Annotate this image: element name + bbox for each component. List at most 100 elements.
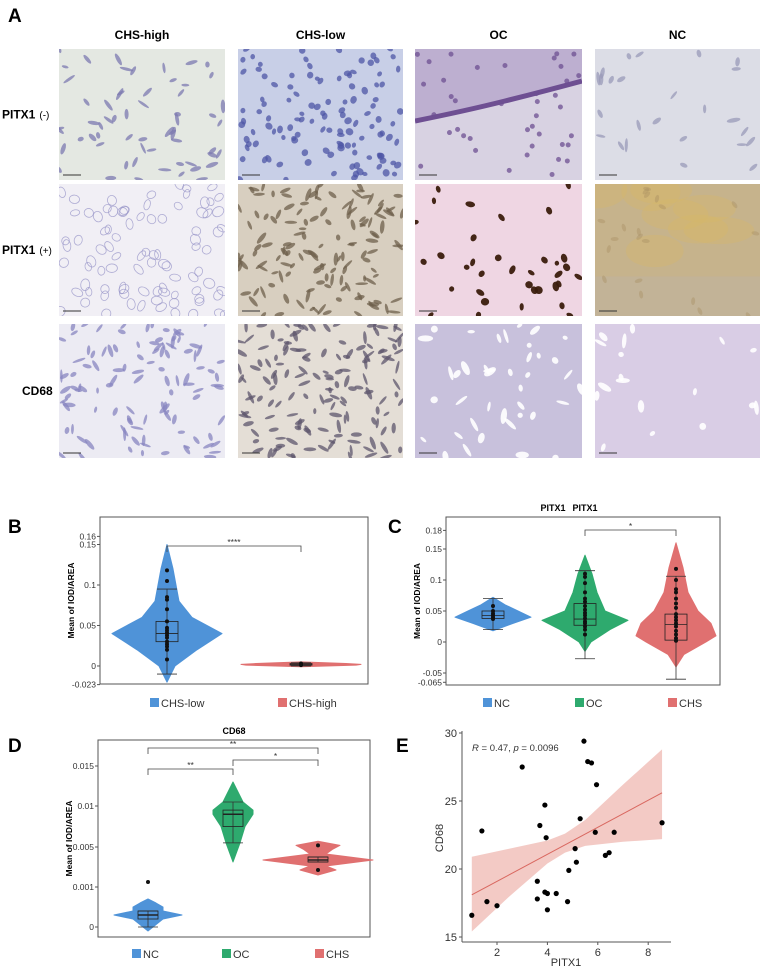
cell-nucleus [719,336,725,345]
cell-nucleus [256,109,263,115]
cell-nucleus [608,75,614,84]
data-point [572,846,578,852]
cell-nucleus [170,126,176,140]
cell-nucleus [264,414,276,420]
cell-nucleus [114,53,122,66]
cell-nucleus [336,132,345,138]
cell-nucleus [192,387,204,393]
y-tick-label: 20 [445,864,457,876]
cell-nucleus [599,73,604,86]
cell-nucleus [212,226,224,238]
cell-nucleus [375,116,382,123]
legend-swatch [150,698,159,707]
data-point [537,822,543,829]
cell-nucleus [554,270,563,278]
cell-nucleus [367,193,374,205]
cell-nucleus [240,68,247,75]
cell-nucleus [90,350,96,359]
x-tick-label: 8 [645,947,651,959]
cell-nucleus [175,375,180,387]
cell-nucleus [170,335,175,349]
cell-nucleus [361,86,369,95]
cell-nucleus [517,401,525,410]
cell-nucleus [494,254,502,262]
data-point [479,828,485,834]
tissue-edge [415,78,582,124]
cell-nucleus [333,252,339,266]
cell-nucleus [381,355,395,362]
data-point [583,624,587,629]
cell-nucleus [298,227,307,231]
cell-nucleus [275,443,286,448]
stain-patch [641,198,709,231]
cell-nucleus [82,363,92,369]
cell-nucleus [196,366,205,370]
cell-nucleus [281,193,293,198]
significance-label: * [274,751,278,761]
image-background [415,184,582,316]
cell-nucleus [377,71,383,77]
cell-nucleus [104,99,113,111]
cell-nucleus [369,436,376,450]
cell-nucleus [63,75,75,84]
cell-nucleus [146,148,157,152]
cell-nucleus [546,206,553,215]
cell-nucleus [703,104,707,114]
cell-nucleus [363,331,367,345]
significance-bracket [166,545,302,552]
cell-nucleus [387,337,398,343]
cell-nucleus [415,51,420,57]
cell-nucleus [324,273,329,282]
cell-nucleus [597,109,603,118]
y-axis-label: Mean of IOD/AREA [412,563,422,639]
data-point [165,597,169,602]
cell-nucleus [372,97,379,103]
cell-nucleus [275,400,282,408]
cell-nucleus [238,339,246,344]
cell-nucleus [119,66,134,72]
cell-nucleus [392,378,401,391]
cell-nucleus [298,380,311,387]
cell-nucleus [125,134,133,141]
cell-nucleus [560,253,568,263]
cell-nucleus [554,51,560,57]
cell-nucleus [271,81,278,88]
cell-nucleus [636,119,641,131]
cell-nucleus [394,138,400,146]
cell-nucleus [136,354,144,361]
cell-nucleus [299,201,309,206]
cell-nucleus [559,141,565,147]
image-background [59,184,225,316]
panel-label-c: C [388,517,402,538]
cell-nucleus [177,336,181,344]
cell-nucleus [328,191,337,199]
cell-nucleus [299,49,306,54]
y-tick-label: 0 [437,637,442,647]
histology-image [415,184,582,316]
cell-nucleus [262,376,271,385]
cell-nucleus [196,344,203,357]
cell-nucleus [391,422,396,434]
cell-nucleus [137,100,149,109]
cell-nucleus [130,66,137,76]
cell-nucleus [349,444,353,456]
cell-nucleus [64,393,72,400]
cell-nucleus [203,324,208,327]
cell-nucleus [398,446,403,454]
cell-nucleus [294,373,306,379]
y-tick-label: -0.023 [72,680,96,690]
cell-nucleus [174,184,184,190]
y-tick-label: 15 [445,932,457,944]
cell-nucleus [213,308,225,316]
cell-nucleus [142,87,152,97]
cell-nucleus [465,201,476,208]
cell-nucleus [261,101,267,107]
cell-nucleus [158,287,171,297]
cell-nucleus [210,440,221,448]
cell-nucleus [74,388,83,393]
cell-nucleus [503,329,509,344]
histology-image [238,184,403,316]
cell-nucleus [217,415,225,426]
cell-nucleus [92,210,103,223]
cell-nucleus [275,362,285,366]
